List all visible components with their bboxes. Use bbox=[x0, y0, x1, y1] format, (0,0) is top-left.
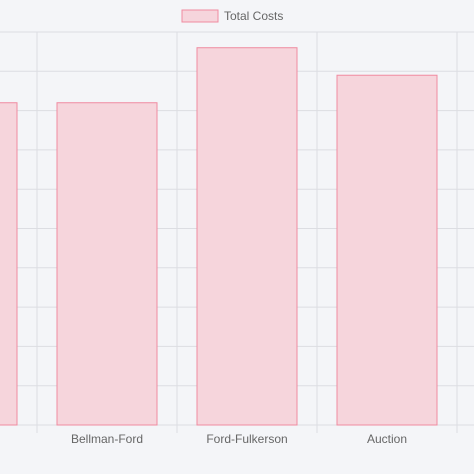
legend-label: Total Costs bbox=[224, 9, 283, 23]
x-tick-label: Ford-Fulkerson bbox=[206, 432, 287, 446]
bars bbox=[0, 47, 438, 426]
x-tick-labels: Bellman-Ford Ford-Fulkerson Auction bbox=[71, 432, 407, 446]
bar bbox=[336, 74, 438, 426]
legend: Total Costs bbox=[181, 9, 283, 23]
x-tick-label: Bellman-Ford bbox=[71, 432, 143, 446]
bar bbox=[196, 47, 298, 426]
bar bbox=[0, 102, 18, 426]
x-tick-label: Auction bbox=[367, 432, 407, 446]
legend-swatch bbox=[181, 9, 219, 23]
bar bbox=[56, 102, 158, 426]
